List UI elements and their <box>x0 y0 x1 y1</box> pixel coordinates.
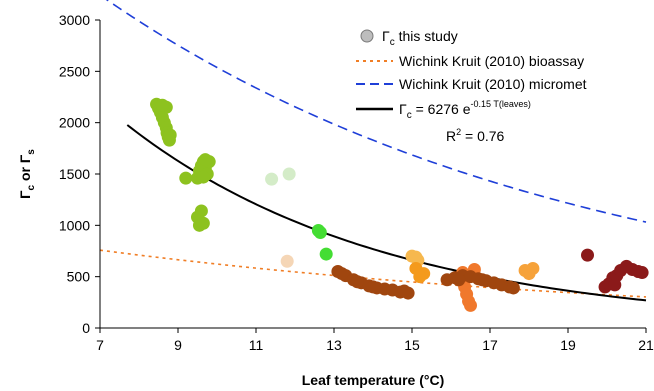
ticks-layer: 7 9 11 13 15 17 19 21 0 500 1000 1500 2000 2500 3000 <box>59 12 654 353</box>
data-point <box>198 153 212 167</box>
points-layer <box>150 97 649 312</box>
data-point <box>179 171 193 185</box>
curve-micromet <box>105 0 647 223</box>
x-tick-label: 19 <box>560 337 576 353</box>
data-point <box>194 204 208 218</box>
legend-marker-this-study <box>360 29 374 43</box>
data-point <box>313 226 327 240</box>
data-point <box>475 273 489 287</box>
legend-label-bioassay: Wichink Kruit (2010) bioassay <box>399 53 584 69</box>
data-point <box>464 298 477 312</box>
curve-fit <box>126 124 647 302</box>
data-point <box>608 278 622 292</box>
data-point <box>163 128 177 142</box>
y-axis-title-or: or <box>17 163 33 185</box>
y-axis-title: Γc or Γs <box>17 149 37 199</box>
x-tick-label: 9 <box>174 337 182 353</box>
data-point <box>506 281 520 295</box>
y-tick-label: 2000 <box>59 115 90 131</box>
data-point <box>196 216 210 230</box>
legend: Γc this study Wichink Kruit (2010) bioas… <box>356 28 587 144</box>
legend-label-micromet: Wichink Kruit (2010) micromet <box>399 76 587 92</box>
x-tick-label: 17 <box>482 337 498 353</box>
y-tick-label: 0 <box>82 320 90 336</box>
data-point <box>280 254 294 268</box>
data-point <box>319 247 333 261</box>
y-tick-label: 1000 <box>59 217 90 233</box>
y-tick-label: 3000 <box>59 12 90 28</box>
data-point <box>335 267 349 281</box>
x-axis-title: Leaf temperature (°C) <box>302 372 445 388</box>
x-tick-label: 7 <box>96 337 104 353</box>
y-tick-label: 2500 <box>59 63 90 79</box>
data-point <box>265 172 279 186</box>
legend-label-fit: Γc = 6276 e-0.15 T(leaves) <box>399 99 531 121</box>
x-tick-label: 21 <box>638 337 654 353</box>
data-point <box>282 167 296 181</box>
legend-r2: R2 = 0.76 <box>446 127 505 144</box>
data-point <box>581 248 594 262</box>
x-tick-label: 13 <box>326 337 342 353</box>
y-axis-title-gamma: Γ <box>17 190 33 199</box>
data-point <box>635 266 649 280</box>
data-point <box>413 270 427 284</box>
data-point <box>452 273 466 287</box>
data-point <box>155 98 169 112</box>
y-axis-title-gamma-2: Γ <box>17 154 33 163</box>
curve-bioassay <box>99 249 647 298</box>
x-tick-label: 11 <box>249 337 264 353</box>
y-tick-label: 500 <box>67 269 91 285</box>
y-axis-title-sub-s: s <box>26 149 37 155</box>
data-point <box>350 275 364 289</box>
data-point <box>366 280 380 294</box>
plot-area <box>100 20 646 328</box>
legend-label-this-study: Γc this study <box>382 28 458 48</box>
data-point <box>397 284 411 298</box>
x-tick-label: 15 <box>404 337 420 353</box>
data-point <box>196 170 210 184</box>
y-tick-label: 1500 <box>59 166 90 182</box>
curves-layer <box>99 0 647 302</box>
data-point <box>526 261 540 275</box>
y-axis-title-sub-c: c <box>26 184 37 190</box>
